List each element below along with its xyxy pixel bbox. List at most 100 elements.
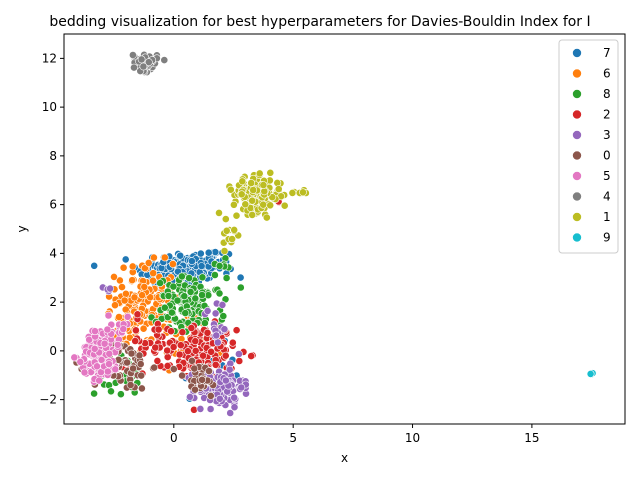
point-series-0 xyxy=(135,351,144,360)
legend-marker xyxy=(572,171,582,181)
point-series-8 xyxy=(180,292,189,301)
point-series-2 xyxy=(131,337,140,345)
point-series-1 xyxy=(228,235,236,243)
point-series-5 xyxy=(70,353,79,362)
point-series-1 xyxy=(255,169,264,178)
point-series-8 xyxy=(198,291,206,299)
point-series-3 xyxy=(196,404,205,413)
point-series-1 xyxy=(259,200,268,209)
legend-label: 5 xyxy=(603,169,611,183)
point-series-6 xyxy=(128,262,137,271)
point-series-6 xyxy=(128,276,137,285)
point-series-5 xyxy=(90,344,99,353)
point-series-8 xyxy=(90,389,98,398)
plot-frame xyxy=(63,33,626,425)
point-series-1 xyxy=(266,168,275,177)
point-series-7 xyxy=(196,249,205,258)
point-series-2 xyxy=(178,328,187,337)
point-series-5 xyxy=(93,362,101,371)
point-series-6 xyxy=(139,324,148,333)
legend-label: 2 xyxy=(603,108,611,122)
point-series-8 xyxy=(181,309,190,317)
point-series-2 xyxy=(232,326,241,335)
point-series-7 xyxy=(211,248,220,256)
point-series-5 xyxy=(105,360,113,368)
legend-label: 4 xyxy=(603,190,611,204)
y-axis-label: y xyxy=(15,225,29,232)
point-series-8 xyxy=(215,261,224,270)
legend-label: 9 xyxy=(603,231,611,245)
point-series-3 xyxy=(215,394,224,403)
point-series-8 xyxy=(169,282,178,291)
point-series-2 xyxy=(191,346,200,355)
point-series-7 xyxy=(236,273,245,282)
point-series-5 xyxy=(100,339,109,348)
point-series-1 xyxy=(230,225,239,234)
point-series-8 xyxy=(210,271,219,279)
point-series-7 xyxy=(197,262,206,270)
point-series-1 xyxy=(262,213,271,222)
point-series-1 xyxy=(299,188,307,197)
point-series-0 xyxy=(126,381,135,389)
point-series-0 xyxy=(150,363,159,372)
legend-marker xyxy=(572,191,582,202)
point-series-2 xyxy=(175,350,184,359)
point-series-5 xyxy=(97,355,106,364)
x-axis: 0 5 10 15 xyxy=(170,424,540,445)
point-series-0 xyxy=(123,358,131,367)
point-series-1 xyxy=(229,200,238,209)
point-series-8 xyxy=(117,390,125,399)
point-series-8 xyxy=(236,283,245,292)
point-series-2 xyxy=(187,324,196,332)
point-series-6 xyxy=(144,258,153,267)
point-series-3 xyxy=(106,284,114,293)
point-series-8 xyxy=(200,319,209,327)
point-series-0 xyxy=(191,385,199,394)
legend-marker xyxy=(572,130,582,140)
x-tick-label: 15 xyxy=(524,431,539,445)
point-series-2 xyxy=(131,326,140,335)
point-series-1 xyxy=(248,196,257,205)
point-series-5 xyxy=(119,325,128,333)
point-series-8 xyxy=(185,274,193,282)
point-series-8 xyxy=(191,294,200,303)
point-series-3 xyxy=(211,309,220,318)
point-series-2 xyxy=(169,343,178,351)
point-series-8 xyxy=(215,289,224,298)
point-series-0 xyxy=(129,364,137,373)
point-series-2 xyxy=(163,361,172,370)
point-series-3 xyxy=(206,405,215,413)
point-series-8 xyxy=(156,279,164,287)
x-tick-label: 0 xyxy=(170,431,178,445)
x-tick-label: 10 xyxy=(405,431,420,445)
point-series-2 xyxy=(207,347,215,356)
y-axis: −2 0 2 4 6 8 10 12 xyxy=(39,51,64,407)
legend-label: 3 xyxy=(603,128,611,142)
x-axis-label: x xyxy=(341,451,348,465)
point-series-0 xyxy=(190,364,199,373)
point-series-1 xyxy=(274,185,283,193)
point-series-1 xyxy=(249,186,258,194)
point-series-2 xyxy=(190,405,198,414)
point-series-6 xyxy=(138,291,146,300)
point-series-0 xyxy=(198,375,206,384)
legend-label: 0 xyxy=(603,149,611,163)
point-series-6 xyxy=(110,272,118,281)
point-series-6 xyxy=(120,296,129,305)
point-series-6 xyxy=(168,260,177,268)
point-series-7 xyxy=(176,251,185,260)
point-series-3 xyxy=(237,383,246,392)
legend-marker xyxy=(572,48,582,58)
point-series-4 xyxy=(128,51,137,59)
point-series-6 xyxy=(119,263,128,272)
point-series-5 xyxy=(111,365,120,374)
legend-label: 8 xyxy=(603,87,611,101)
point-series-2 xyxy=(228,338,237,347)
point-series-4 xyxy=(130,63,138,72)
legend: 7 6 8 2 3 0 5 4 1 9 xyxy=(558,39,619,254)
point-series-2 xyxy=(163,353,172,361)
point-series-2 xyxy=(163,346,172,355)
point-series-3 xyxy=(226,409,235,417)
legend-marker xyxy=(572,109,582,120)
point-series-3 xyxy=(203,306,212,315)
